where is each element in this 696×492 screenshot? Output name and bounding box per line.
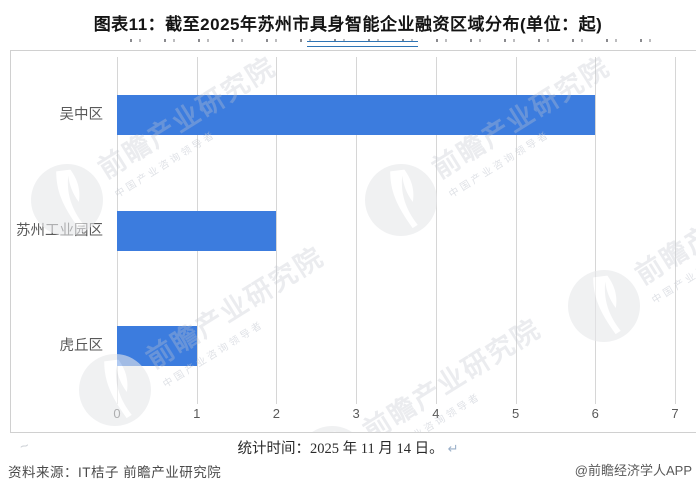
stat-time-line: 统计时间：2025 年 11 月 14 日。 ↵ xyxy=(0,437,696,458)
category-label: 苏州工业园区 xyxy=(16,222,103,239)
return-mark-icon: ↵ xyxy=(447,442,459,457)
gridline xyxy=(276,57,278,404)
x-tick-label: 2 xyxy=(272,406,281,421)
gridline xyxy=(675,57,676,404)
gridline xyxy=(515,57,517,404)
x-tick-label: 4 xyxy=(432,406,440,421)
category-label: 吴中区 xyxy=(59,106,104,123)
bar xyxy=(117,94,596,135)
x-tick-label: 5 xyxy=(511,406,520,421)
page-title: 图表11：截至2025年苏州市具身智能企业融资区域分布(单位：起) xyxy=(93,15,603,34)
category-label: 虎丘区 xyxy=(59,338,104,355)
x-tick-label: 6 xyxy=(591,406,599,421)
bar xyxy=(117,210,277,251)
x-tick-label: 0 xyxy=(113,406,121,421)
x-tick-label: 1 xyxy=(193,406,201,421)
x-tick-label: 7 xyxy=(671,406,679,421)
stat-time-text: 统计时间：2025 年 11 月 14 日。 xyxy=(237,441,444,457)
bar xyxy=(117,326,197,367)
clipped-text-fragments xyxy=(130,39,662,42)
gridline xyxy=(595,57,597,404)
plot-area xyxy=(117,57,676,404)
source-note: 资料来源：IT桔子 前瞻产业研究院 xyxy=(8,465,222,480)
credit-note: @前瞻经济学人APP xyxy=(574,463,692,478)
clipped-link-underline xyxy=(307,41,418,47)
x-tick-label: 3 xyxy=(352,406,360,421)
gridline xyxy=(356,57,358,404)
